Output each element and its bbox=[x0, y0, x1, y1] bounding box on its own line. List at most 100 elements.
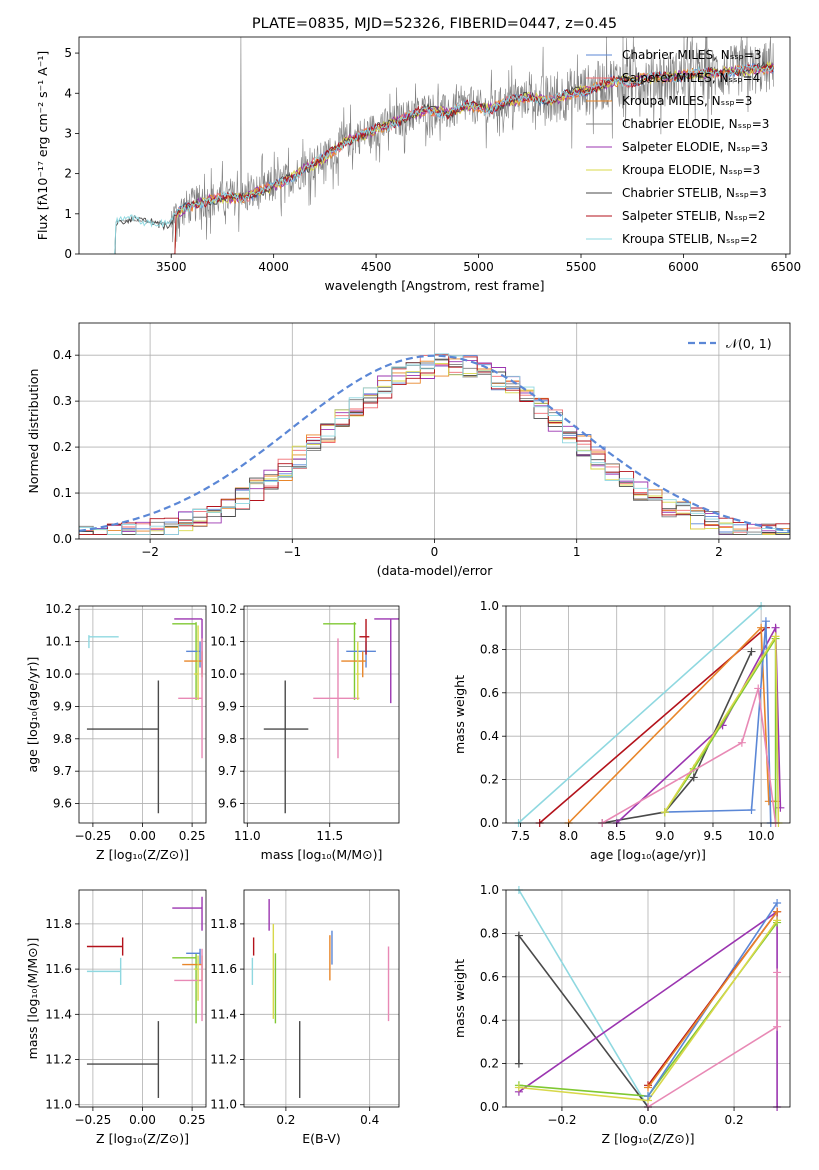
plus-marker bbox=[773, 899, 782, 908]
plus-marker bbox=[754, 684, 763, 693]
x-tick-label: −0.25 bbox=[75, 829, 112, 843]
y-axis-label: age [log₁₀(age/yr)] bbox=[25, 657, 40, 773]
y-tick-label: 11.4 bbox=[210, 1007, 237, 1021]
massweight_vs_Z-panel: −0.2 0.0 0.2 0.0 0.2 0.4 0.6 0.8 1.0 Z [log₁₀(Z/Z… bbox=[452, 883, 791, 1146]
x-tick-label: 5000 bbox=[463, 260, 494, 274]
x-tick-label: 11.5 bbox=[316, 829, 343, 843]
weight-lines bbox=[514, 602, 785, 827]
residuals-panel: −2 −1 0 1 2 0.0 0.1 0.2 0.3 0.4 (data-model)/error… bbox=[26, 322, 791, 578]
plot-area bbox=[251, 899, 390, 1098]
y-tick-label: 11.6 bbox=[45, 962, 72, 976]
plus-marker bbox=[644, 1092, 652, 1101]
y-tick-label: 9.8 bbox=[53, 732, 72, 746]
y-tick-label: 9.7 bbox=[218, 764, 237, 778]
x-tick-label: 5500 bbox=[566, 260, 597, 274]
legend-label: 𝒩(0, 1) bbox=[726, 336, 772, 351]
axes-frame bbox=[78, 605, 207, 824]
y-tick-label: 10.0 bbox=[210, 667, 237, 681]
x-tick-label: −0.25 bbox=[75, 1113, 112, 1127]
y-tick-label: 0.1 bbox=[53, 486, 72, 500]
y-axis-label: Flux [fλ10⁻¹⁷ erg cm⁻² s⁻¹ A⁻¹] bbox=[35, 51, 50, 240]
weight-series bbox=[568, 625, 776, 824]
legend: Chabrier MILES, Nₛₛₚ=3 Salpeter MILES, Nₛ… bbox=[586, 48, 769, 246]
x-tick-label: 10.0 bbox=[748, 829, 775, 843]
plus-marker bbox=[773, 968, 782, 977]
x-tick-label: 7.5 bbox=[511, 829, 530, 843]
x-tick-label: 6500 bbox=[771, 260, 802, 274]
x-tick-label: 11.0 bbox=[234, 829, 261, 843]
histogram-series bbox=[79, 353, 790, 535]
y-tick-label: 0.4 bbox=[53, 348, 72, 362]
error-bars bbox=[251, 899, 390, 1098]
x-tick-label: 8.5 bbox=[607, 829, 626, 843]
y-tick-label: 0.4 bbox=[480, 729, 499, 743]
x-tick-label: −0.2 bbox=[547, 1113, 576, 1127]
legend-label: Chabrier MILES, Nₛₛₚ=3 bbox=[622, 48, 762, 62]
model-spectrum bbox=[109, 64, 775, 254]
y-tick-label: 1.0 bbox=[480, 599, 499, 613]
y-tick-label: 9.8 bbox=[218, 732, 237, 746]
plot-area bbox=[86, 618, 203, 814]
y-tick-label: 9.9 bbox=[53, 699, 72, 713]
x-tick-label: −2 bbox=[141, 545, 159, 559]
legend-label: Salpeter STELIB, Nₛₛₚ=2 bbox=[622, 209, 766, 223]
axes-frame bbox=[78, 889, 207, 1108]
y-tick-label: 10.1 bbox=[210, 635, 237, 649]
y-tick-label: 0.0 bbox=[53, 532, 72, 546]
y-axis-label: mass weight bbox=[452, 959, 467, 1038]
plus-marker bbox=[773, 916, 782, 925]
y-tick-label: 3 bbox=[64, 126, 72, 140]
y-tick-label: 11.8 bbox=[45, 917, 72, 931]
y-axis-label: mass weight bbox=[452, 675, 467, 754]
weight-series bbox=[647, 911, 778, 1088]
error-bars bbox=[86, 896, 203, 1098]
plus-marker bbox=[514, 1083, 523, 1092]
x-tick-label: 1 bbox=[573, 545, 581, 559]
plot-area bbox=[263, 618, 399, 814]
x-tick-label: 0 bbox=[431, 545, 439, 559]
y-tick-label: 9.9 bbox=[218, 699, 237, 713]
weight-series bbox=[647, 972, 778, 1108]
y-tick-label: 9.7 bbox=[53, 764, 72, 778]
histograms bbox=[79, 353, 790, 535]
y-tick-label: 0.6 bbox=[480, 970, 499, 984]
spectrum-lines bbox=[109, 37, 775, 254]
x-tick-label: 0.25 bbox=[179, 829, 206, 843]
y-tick-label: 9.6 bbox=[53, 797, 72, 811]
y-tick-label: 0.0 bbox=[480, 1100, 499, 1114]
x-tick-label: 9.5 bbox=[703, 829, 722, 843]
x-tick-label: 2 bbox=[715, 545, 723, 559]
x-tick-label: 6000 bbox=[668, 260, 699, 274]
plot-area bbox=[109, 37, 775, 254]
chart-title: PLATE=0835, MJD=52326, FIBERID=0447, z=0… bbox=[252, 16, 617, 32]
y-tick-label: 10.0 bbox=[45, 667, 72, 681]
x-axis-label: mass [log₁₀(M/M⊙)] bbox=[261, 847, 383, 862]
normal-curve bbox=[79, 354, 790, 532]
weight-series bbox=[616, 624, 782, 824]
y-tick-label: 11.4 bbox=[45, 1007, 72, 1021]
y-tick-label: 0.3 bbox=[53, 394, 72, 408]
y-tick-label: 10.2 bbox=[45, 602, 72, 616]
y-tick-label: 11.0 bbox=[45, 1098, 72, 1112]
plus-marker bbox=[771, 623, 780, 632]
plus-marker bbox=[689, 773, 698, 782]
y-tick-label: 1.0 bbox=[480, 883, 499, 897]
x-tick-label: −1 bbox=[283, 545, 301, 559]
plot-area bbox=[514, 886, 782, 1111]
x-tick-label: 4000 bbox=[258, 260, 289, 274]
y-tick-label: 11.0 bbox=[210, 1098, 237, 1112]
weight-series bbox=[602, 651, 753, 824]
x-axis-label: Z [log₁₀(Z/Z⊙)] bbox=[602, 1131, 695, 1146]
y-tick-label: 0.8 bbox=[480, 926, 499, 940]
weight-lines bbox=[514, 886, 782, 1111]
legend-label: Chabrier STELIB, Nₛₛₚ=3 bbox=[622, 186, 767, 200]
y-tick-label: 4 bbox=[64, 86, 72, 100]
y-tick-label: 0.4 bbox=[480, 1013, 499, 1027]
y-tick-label: 10.1 bbox=[45, 635, 72, 649]
legend: 𝒩(0, 1) bbox=[688, 336, 772, 351]
plus-marker bbox=[737, 738, 746, 747]
axes-frame bbox=[243, 605, 400, 824]
y-tick-label: 11.2 bbox=[45, 1053, 72, 1067]
y-tick-label: 0.2 bbox=[480, 1057, 499, 1071]
